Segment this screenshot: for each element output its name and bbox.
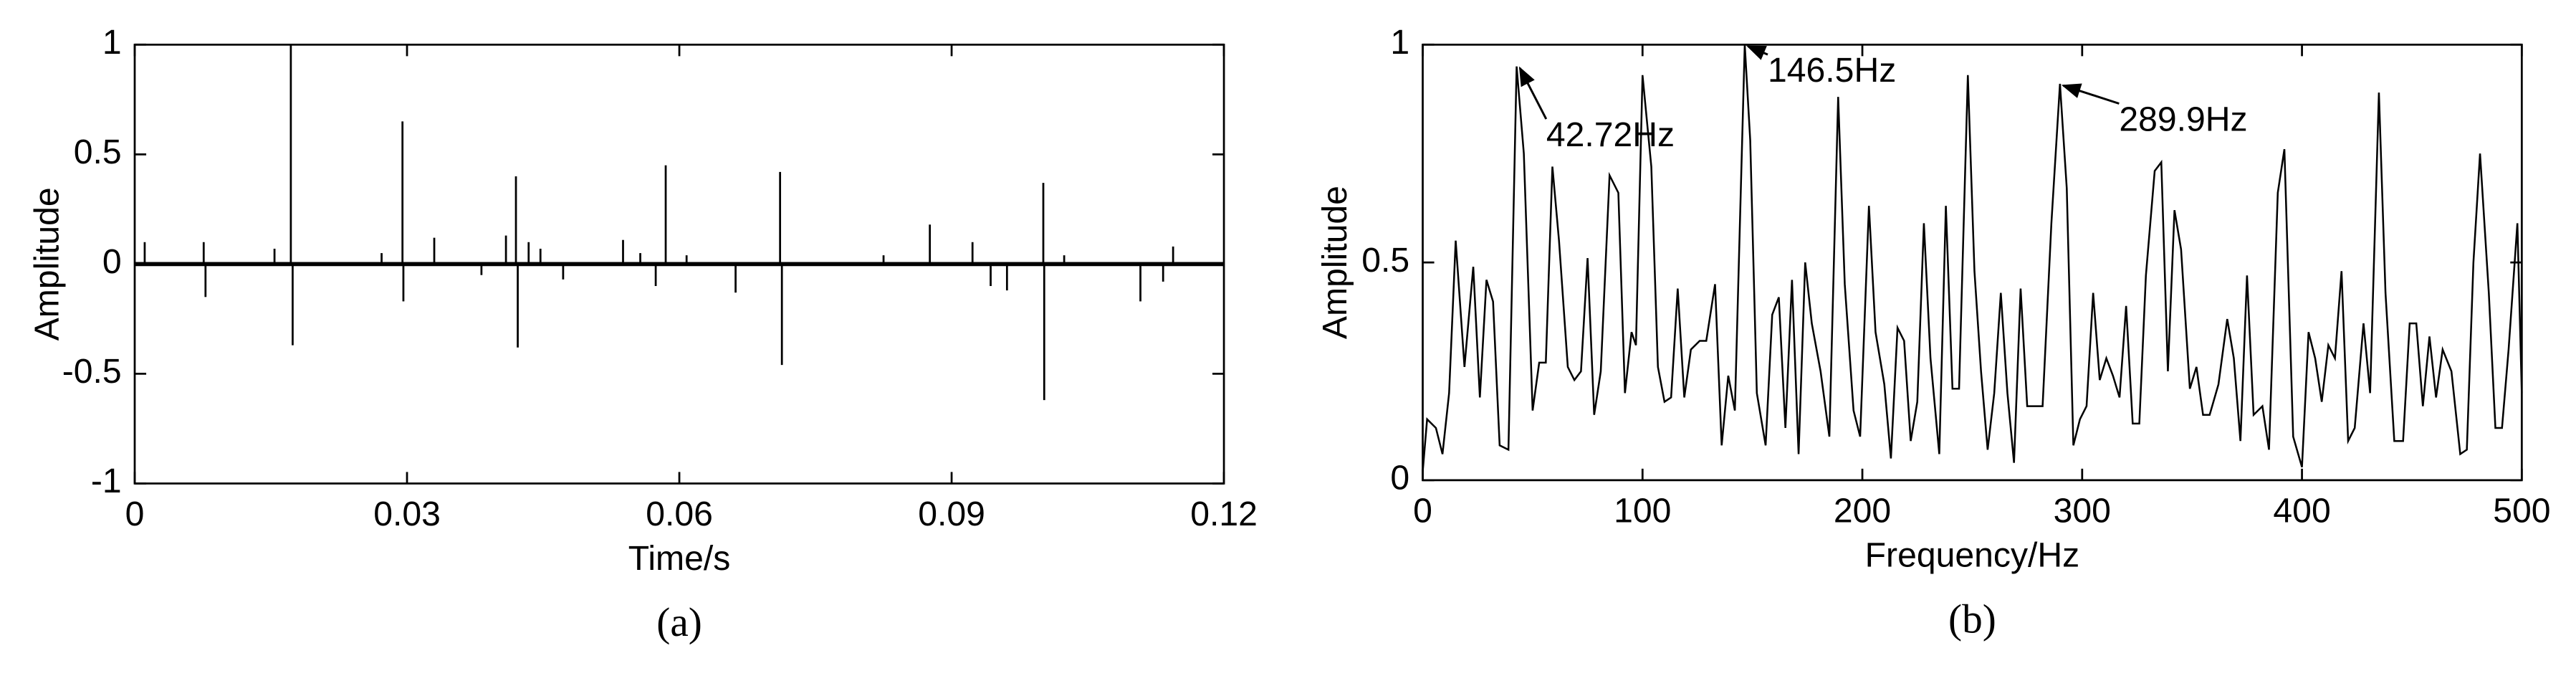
y-axis-label: Amplitude xyxy=(1316,186,1354,339)
chart: 0 100 200 300 400 500 0 0.5 1 Frequency/Hz Amplitu… xyxy=(1316,23,2550,642)
x-tick-label: 300 xyxy=(2054,491,2111,530)
spectrum-line xyxy=(1422,44,2523,472)
caption: (b) xyxy=(1948,597,1996,642)
x-tick-label: 500 xyxy=(2493,491,2550,530)
x-axis-label: Frequency/Hz xyxy=(1865,535,2080,574)
y-tick-label: 1 xyxy=(1390,23,1409,62)
y-tick-label: 0 xyxy=(102,242,122,281)
annotation-arrow xyxy=(1518,66,1548,120)
y-tick-label: 0.5 xyxy=(74,133,122,171)
chart: 0 0.03 0.06 0.09 0.12 -1 -0.5 0 0.5 1 Time/s Amplit… xyxy=(28,23,1258,645)
x-tick-label: 0.12 xyxy=(1190,495,1258,533)
y-axis-label: Amplitude xyxy=(28,187,67,340)
annotation-arrow xyxy=(1746,45,1768,60)
x-tick-label: 400 xyxy=(2273,491,2330,530)
y-tick-label: 0 xyxy=(1390,459,1409,497)
x-tick-label: 0.06 xyxy=(646,495,713,533)
y-tick-label: 0.5 xyxy=(1361,241,1409,280)
annotation-arrow xyxy=(2061,83,2120,105)
y-tick-label: 1 xyxy=(102,23,122,62)
x-axis-label: Time/s xyxy=(628,539,731,578)
x-tick-label: 0 xyxy=(1413,491,1432,530)
annotation: 42.72Hz xyxy=(1546,115,1675,154)
x-tick-label: 0.03 xyxy=(373,495,441,533)
caption: (a) xyxy=(656,600,702,645)
x-tick-label: 0.09 xyxy=(918,495,985,533)
x-tick-label: 100 xyxy=(1614,491,1671,530)
x-tick-label: 200 xyxy=(1834,491,1891,530)
y-tick-label: -1 xyxy=(91,462,122,500)
annotation: 146.5Hz xyxy=(1768,51,1896,90)
x-tick-label: 0 xyxy=(125,495,145,533)
y-tick-label: -0.5 xyxy=(62,352,122,391)
annotation: 289.9Hz xyxy=(2119,100,2247,138)
